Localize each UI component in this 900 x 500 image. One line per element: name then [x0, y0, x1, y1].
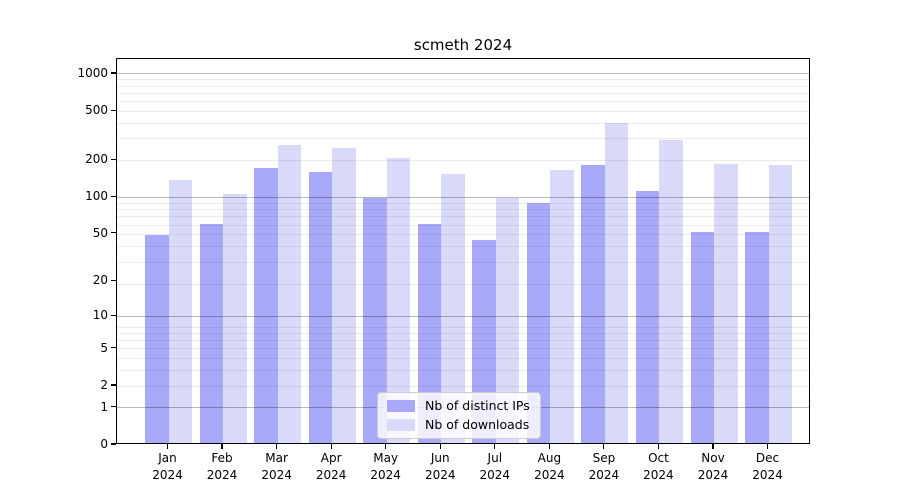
bar-distinct-ips-may — [363, 198, 387, 443]
x-tick-label: Feb 2024 — [206, 451, 238, 482]
bar-distinct-ips-aug — [526, 202, 551, 443]
y-tick-label: 50 — [92, 225, 108, 240]
x-tick — [603, 444, 605, 449]
plot-area — [116, 58, 810, 444]
x-tick-label: Sep 2024 — [588, 451, 620, 482]
legend: Nb of distinct IPs Nb of downloads — [377, 392, 541, 439]
y-tick-label: 2 — [100, 378, 108, 392]
bar-downloads-jan — [168, 179, 192, 443]
x-tick-label: Nov 2024 — [697, 451, 729, 482]
legend-item-distinct-ips: Nb of distinct IPs — [387, 398, 530, 413]
x-tick — [276, 444, 278, 449]
x-tick-label: May 2024 — [370, 451, 401, 482]
y-tick-label: 1000 — [77, 65, 108, 80]
x-tick — [712, 444, 714, 449]
legend-swatch-distinct-ips — [387, 399, 415, 412]
bar-downloads-dec — [768, 164, 793, 443]
y-tick-label: 500 — [85, 103, 108, 118]
bar-downloads-sep — [604, 123, 629, 443]
bar-distinct-ips-oct — [635, 191, 660, 443]
bar-distinct-ips-nov — [690, 231, 714, 443]
bar-downloads-jul — [495, 198, 520, 443]
x-tick-label: Aug 2024 — [534, 451, 565, 482]
x-tick — [657, 444, 660, 449]
x-tick-label: Mar 2024 — [261, 451, 292, 482]
x-tick — [330, 444, 332, 449]
y-tick — [111, 158, 116, 160]
y-tick — [111, 384, 116, 386]
y-tick-label: 200 — [85, 152, 108, 167]
x-tick-label: Apr 2024 — [315, 451, 347, 482]
x-tick-label: Jan 2024 — [152, 451, 183, 482]
legend-label-distinct-ips: Nb of distinct IPs — [425, 398, 530, 413]
bar-downloads-aug — [550, 170, 574, 443]
bar-distinct-ips-jun — [417, 224, 442, 443]
bar-downloads-apr — [332, 148, 356, 443]
bar-downloads-may — [386, 158, 411, 443]
y-tick-label: 0 — [100, 437, 108, 451]
bar-downloads-oct — [659, 140, 683, 443]
bar-distinct-ips-jan — [145, 235, 169, 443]
bars-layer — [117, 59, 809, 443]
x-tick — [439, 444, 441, 449]
x-tick — [166, 444, 169, 449]
y-tick — [111, 314, 116, 316]
x-tick — [766, 444, 769, 449]
bar-distinct-ips-dec — [745, 231, 769, 443]
x-tick-label: Dec 2024 — [752, 451, 783, 482]
bar-distinct-ips-mar — [254, 168, 278, 443]
y-tick — [111, 72, 116, 74]
legend-swatch-downloads — [387, 418, 415, 431]
bar-distinct-ips-apr — [308, 171, 333, 443]
bar-downloads-mar — [277, 145, 302, 443]
x-tick-label: Jul 2024 — [479, 451, 511, 482]
x-tick — [494, 444, 496, 449]
x-tick-label: Oct 2024 — [643, 451, 674, 482]
legend-item-downloads: Nb of downloads — [387, 417, 530, 432]
x-tick-label: Jun 2024 — [424, 451, 456, 482]
x-tick — [221, 444, 223, 449]
legend-label-downloads: Nb of downloads — [425, 417, 530, 432]
bar-distinct-ips-sep — [581, 165, 605, 443]
bar-downloads-nov — [714, 163, 738, 443]
y-tick — [111, 195, 116, 197]
y-tick-label: 1 — [100, 399, 108, 414]
y-tick — [111, 232, 116, 234]
bar-downloads-feb — [223, 194, 247, 443]
chart-title: scmeth 2024 — [413, 36, 513, 54]
bar-downloads-jun — [441, 174, 465, 443]
y-tick — [111, 443, 116, 445]
x-tick — [385, 444, 387, 449]
y-tick-label: 20 — [92, 273, 108, 288]
y-tick — [111, 279, 116, 282]
y-tick — [111, 109, 116, 111]
y-tick — [111, 406, 116, 408]
y-tick-label: 10 — [92, 308, 108, 323]
y-tick-label: 100 — [85, 189, 108, 204]
y-tick-label: 5 — [100, 340, 108, 355]
y-tick — [111, 347, 116, 349]
x-tick — [548, 444, 550, 449]
bar-distinct-ips-feb — [199, 224, 224, 443]
